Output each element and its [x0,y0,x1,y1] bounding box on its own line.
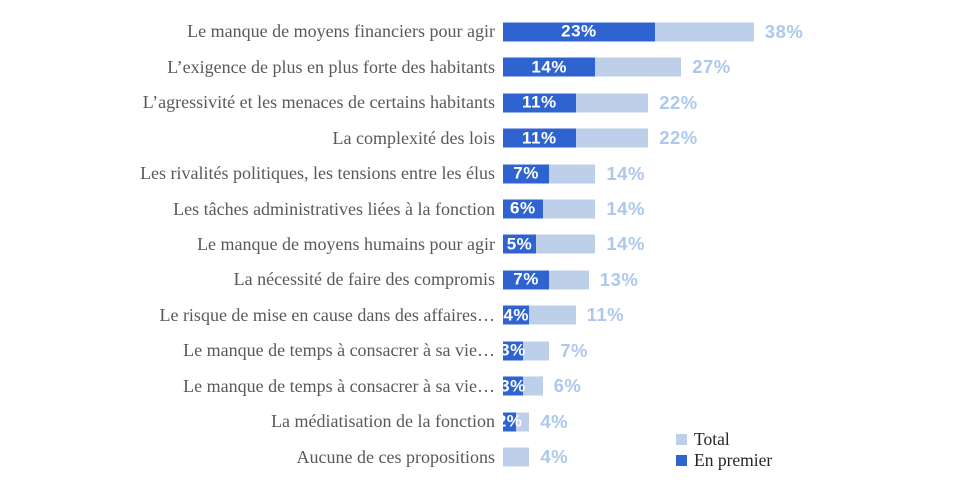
chart-row: Aucune de ces propositions 4% [0,439,966,474]
en-premier-bar: 7% [503,163,550,184]
bar-track: 23% 38% [503,14,966,49]
category-label: Aucune de ces propositions [296,447,495,467]
bar-track: 14% 27% [503,49,966,84]
total-value-label: 38% [764,20,804,42]
chart-row: Les tâches administratives liées à la fo… [0,191,966,226]
total-value-label: 13% [599,268,639,290]
total-value-label: 11% [586,304,625,326]
bar-track: 4% [503,439,966,474]
total-value-label: 14% [606,197,645,219]
total-value-label: 7% [560,339,588,361]
en-premier-value-label: 2% [496,411,523,431]
en-premier-bar: 3% [500,376,526,396]
en-premier-value-label: 11% [522,128,557,148]
bar-track: 2% 4% [497,404,966,439]
category-label: Le manque de temps à consacrer à sa vie… [183,341,495,361]
bar-track: 11% 22% [503,85,966,120]
total-value-label: 27% [692,56,731,78]
en-premier-value-label: 7% [513,269,539,289]
category-label: Les rivalités politiques, les tensions e… [140,164,495,183]
legend-label-total: Total [694,429,730,449]
en-premier-bar: 7% [503,269,550,290]
total-value-label: 14% [606,233,645,255]
total-value-label: 22% [659,91,698,113]
category-label: Le manque de moyens financiers pour agir [187,22,495,42]
legend-label-en-premier: En premier [694,450,773,470]
en-premier-value-label: 3% [500,340,526,360]
chart-row: La nécessité de faire des compromis 7% 1… [0,262,966,297]
en-premier-bar: 6% [503,198,543,219]
en-premier-bar: 23% [503,21,655,42]
en-premier-bar: 11% [503,128,576,148]
en-premier-value-label: 3% [500,376,526,396]
chart-row: L’exigence de plus en plus forte des hab… [0,49,966,84]
legend-item-total: Total [676,429,772,450]
chart-row: La complexité des lois 11% 22% [0,120,966,155]
chart-row: Le manque de temps à consacrer à sa vie…… [0,369,966,404]
total-value-label: 22% [659,127,698,149]
category-label: La complexité des lois [332,128,495,148]
chart-row: Le risque de mise en cause dans des affa… [0,298,966,333]
total-value-label: 4% [540,446,569,468]
category-label: La nécessité de faire des compromis [233,270,495,290]
en-premier-value-label: 4% [503,305,529,325]
legend-swatch-en-premier-icon [676,455,687,466]
category-label: Les tâches administratives liées à la fo… [173,199,495,219]
bar-track: 4% 11% [503,298,966,333]
chart-row: La médiatisation de la fonction 2% 4% [0,404,966,439]
total-value-label: 6% [553,375,582,397]
category-label: L’agressivité et les menaces de certains… [142,93,495,113]
bar-track: 3% 6% [500,369,966,404]
legend-item-en-premier: En premier [676,450,772,471]
legend: Total En premier [676,429,772,471]
chart-row: Les rivalités politiques, les tensions e… [0,156,966,191]
category-label: La médiatisation de la fonction [271,412,495,432]
bar-track: 5% 14% [503,227,966,262]
en-premier-bar: 3% [500,340,526,361]
total-value-label: 4% [540,410,569,432]
chart-row: Le manque de moyens financiers pour agir… [0,14,966,49]
category-label: Le risque de mise en cause dans des affa… [159,305,495,325]
chart-row: Le manque de moyens humains pour agir 5%… [0,227,966,262]
en-premier-value-label: 23% [561,21,597,41]
legend-swatch-total-icon [676,434,687,445]
en-premier-value-label: 5% [506,234,533,254]
chart-rows: Le manque de moyens financiers pour agir… [0,14,966,475]
category-label: Le manque de moyens humains pour agir [197,235,495,254]
bar-track: 7% 14% [503,156,966,191]
en-premier-value-label: 7% [513,163,539,183]
en-premier-bar: 5% [503,234,536,254]
en-premier-bar: 2% [497,412,522,432]
en-premier-value-label: 11% [522,92,557,112]
en-premier-value-label: 14% [531,57,567,77]
bar-track: 11% 22% [503,120,966,155]
chart-row: Le manque de temps à consacrer à sa vie…… [0,333,966,368]
en-premier-value-label: 6% [510,198,536,218]
en-premier-bar: 4% [503,305,530,325]
en-premier-bar: 11% [503,92,576,113]
bar-track: 7% 13% [503,262,966,297]
chart-row: L’agressivité et les menaces de certains… [0,85,966,120]
bar-track: 3% 7% [500,333,966,368]
total-value-label: 14% [606,162,645,184]
en-premier-bar: 14% [503,57,596,77]
bar-track: 6% 14% [503,191,966,226]
category-label: Le manque de temps à consacrer à sa vie… [183,376,495,396]
category-label: L’exigence de plus en plus forte des hab… [167,57,495,77]
total-bar [503,447,530,467]
